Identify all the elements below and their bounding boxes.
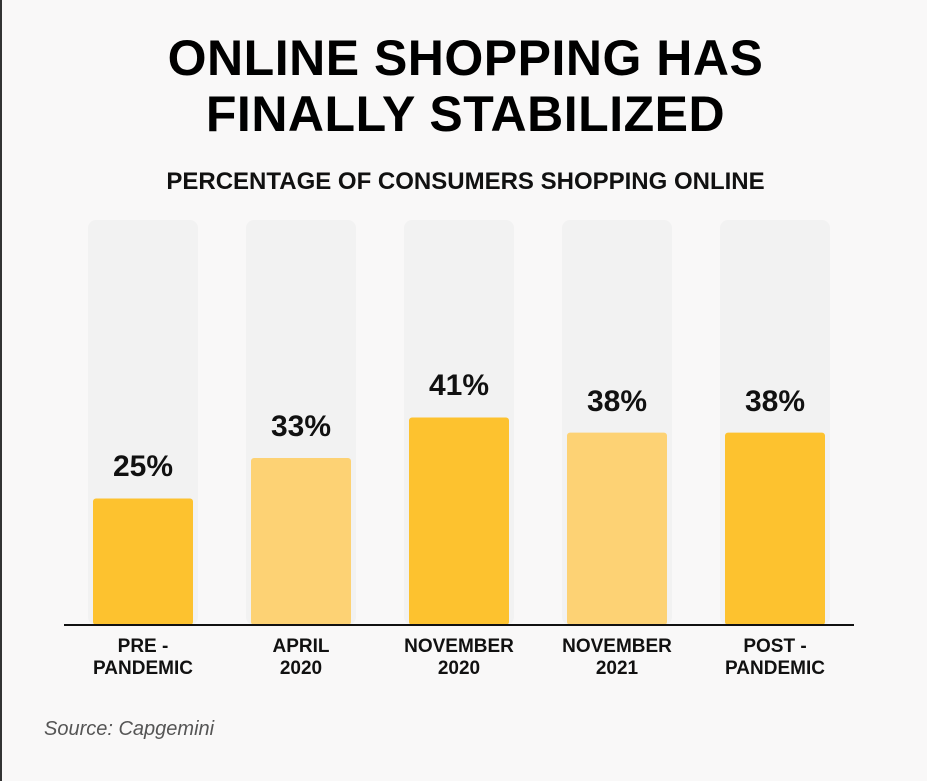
value-label: 38% bbox=[586, 384, 648, 418]
x-tick-label: APRIL 2020 bbox=[272, 636, 330, 679]
x-tick-label: PRE - PANDEMIC bbox=[93, 636, 193, 679]
value-label: 25% bbox=[112, 450, 174, 484]
bar bbox=[93, 498, 193, 625]
x-tick-label: POST - PANDEMIC bbox=[725, 636, 825, 679]
source-note: Source: Capgemini bbox=[44, 718, 215, 740]
value-label: 41% bbox=[428, 369, 490, 403]
chart-subtitle: PERCENTAGE OF CONSUMERS SHOPPING ONLINE bbox=[166, 168, 765, 195]
chart-title: ONLINE SHOPPING HAS FINALLY STABILIZED bbox=[167, 30, 764, 142]
x-tick-label: NOVEMBER 2020 bbox=[404, 636, 514, 679]
bar bbox=[251, 457, 351, 625]
bar bbox=[567, 432, 667, 625]
value-label: 33% bbox=[270, 409, 332, 443]
value-label: 38% bbox=[744, 384, 806, 418]
x-tick-label: NOVEMBER 2021 bbox=[562, 636, 672, 679]
bar bbox=[409, 417, 509, 625]
bar bbox=[725, 432, 825, 625]
